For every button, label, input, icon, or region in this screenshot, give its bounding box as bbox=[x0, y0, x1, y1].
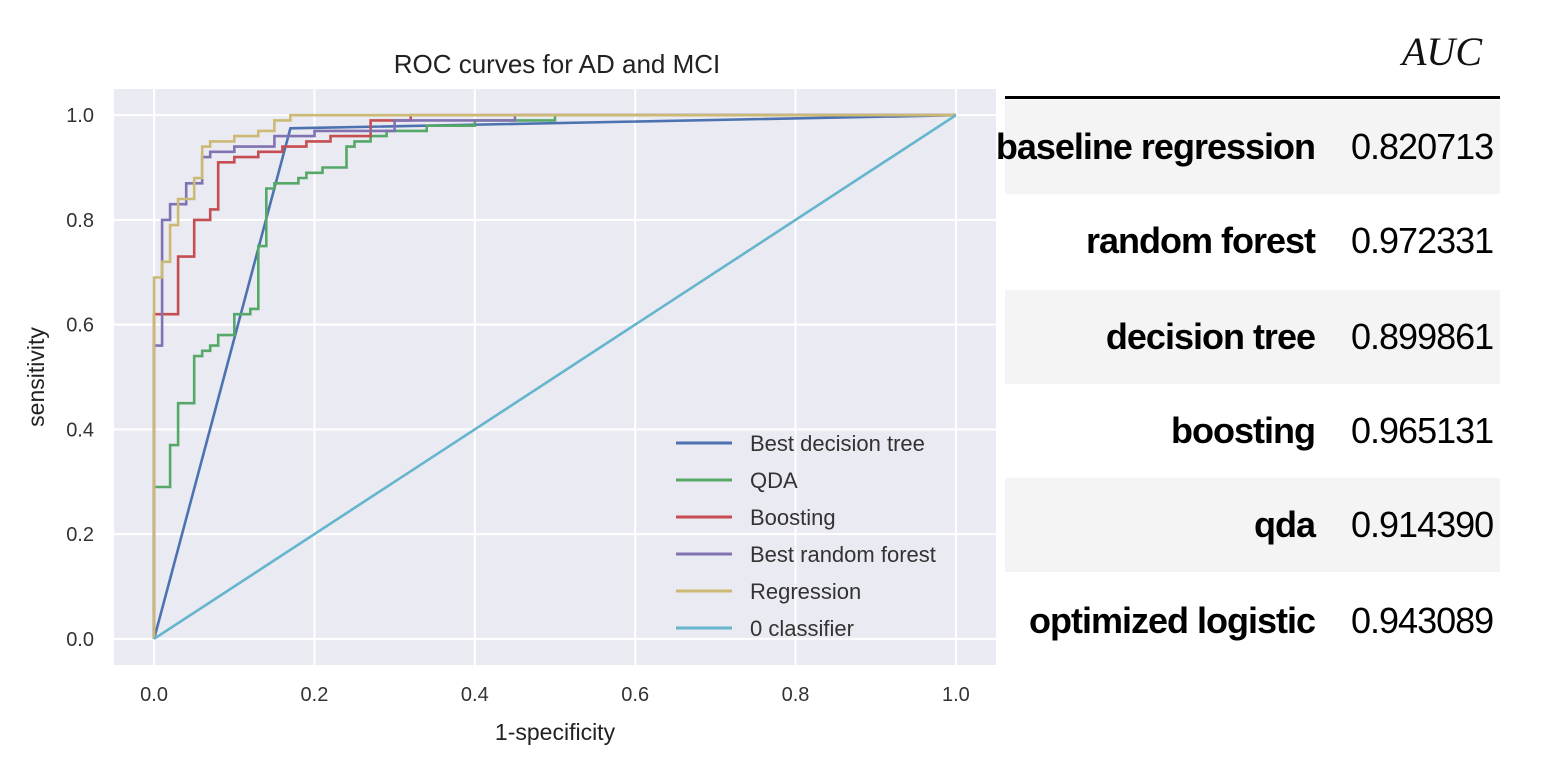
auc-row-label: baseline regression bbox=[995, 126, 1316, 167]
y-tick-label: 0.0 bbox=[66, 629, 94, 651]
legend-label: 0 classifier bbox=[750, 616, 854, 641]
y-tick-label: 0.2 bbox=[66, 524, 94, 546]
auc-row-value: 0.965131 bbox=[1351, 410, 1494, 451]
auc-row-label: optimized logistic bbox=[1028, 600, 1316, 641]
x-tick-label: 0.6 bbox=[621, 684, 649, 706]
series-line bbox=[152, 113, 956, 640]
chart-title: ROC curves for AD and MCI bbox=[394, 49, 721, 79]
roc-chart-svg: 0.0 0.2 0.4 0.6 0.8 1.0 0.0 0.2 0.4 0.6 0.8 1.0 ROC … bbox=[23, 49, 996, 745]
legend-label: Boosting bbox=[750, 505, 836, 530]
table-row: boosting 0.965131 bbox=[1005, 384, 1500, 478]
legend-label: Best decision tree bbox=[750, 431, 925, 456]
auc-row-label: boosting bbox=[1171, 410, 1316, 451]
auc-row-value: 0.899861 bbox=[1351, 316, 1494, 357]
auc-row-value: 0.943089 bbox=[1351, 600, 1494, 641]
x-tick-label: 1.0 bbox=[942, 684, 970, 706]
y-tick-label: 0.4 bbox=[66, 419, 94, 441]
series-line bbox=[152, 113, 956, 639]
y-axis-label: sensitivity bbox=[23, 327, 49, 427]
auc-row-label: qda bbox=[1253, 504, 1316, 545]
roc-chart: 0.0 0.2 0.4 0.6 0.8 1.0 0.0 0.2 0.4 0.6 0.8 1.0 ROC … bbox=[23, 49, 996, 745]
y-tick-label: 0.6 bbox=[66, 315, 94, 337]
auc-table-header-rule bbox=[1005, 96, 1500, 99]
table-row: qda 0.914390 bbox=[1005, 478, 1500, 572]
auc-row-value: 0.820713 bbox=[1351, 126, 1494, 167]
table-row: optimized logistic 0.943089 bbox=[1005, 574, 1500, 668]
x-axis-label: 1-specificity bbox=[495, 719, 616, 745]
legend-label: Best random forest bbox=[750, 542, 936, 567]
auc-table-header: AUC bbox=[1402, 29, 1482, 74]
series-line bbox=[152, 113, 956, 639]
y-tick-label: 1.0 bbox=[66, 105, 94, 127]
table-row: baseline regression 0.820713 bbox=[996, 100, 1500, 194]
legend-label: Regression bbox=[750, 579, 861, 604]
y-tick-label: 0.8 bbox=[66, 210, 94, 232]
auc-row-label: decision tree bbox=[1105, 316, 1316, 357]
auc-table: AUC baseline regression 0.820713 random … bbox=[996, 0, 1500, 780]
x-tick-label: 0.0 bbox=[140, 684, 168, 706]
auc-row-value: 0.972331 bbox=[1351, 220, 1494, 261]
series-line bbox=[152, 113, 956, 639]
auc-row-label: random forest bbox=[1085, 220, 1316, 261]
series-line bbox=[153, 114, 957, 640]
table-row: random forest 0.972331 bbox=[1005, 194, 1500, 288]
x-tick-label: 0.4 bbox=[461, 684, 489, 706]
legend-label: QDA bbox=[750, 468, 798, 493]
series-line bbox=[152, 113, 956, 639]
x-tick-label: 0.8 bbox=[782, 684, 810, 706]
auc-row-value: 0.914390 bbox=[1351, 504, 1494, 545]
x-tick-label: 0.2 bbox=[301, 684, 329, 706]
table-row: decision tree 0.899861 bbox=[1005, 290, 1500, 384]
